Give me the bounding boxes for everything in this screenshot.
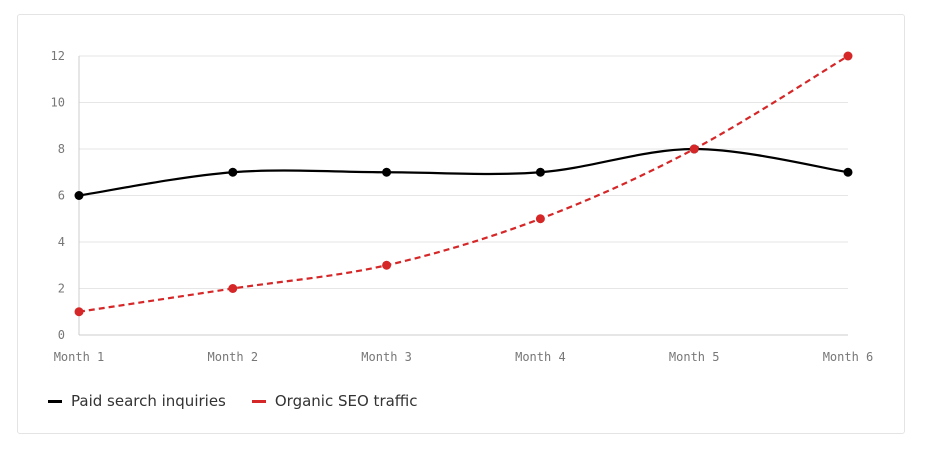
y-tick-label: 4 bbox=[58, 235, 65, 249]
x-tick-label: Month 6 bbox=[823, 350, 874, 364]
data-point[interactable] bbox=[74, 307, 84, 317]
x-tick-label: Month 1 bbox=[54, 350, 105, 364]
y-axis-ticks: 0 2 4 6 8 10 12 bbox=[51, 49, 65, 342]
legend-label-organic-seo: Organic SEO traffic bbox=[274, 392, 418, 410]
series-line-0 bbox=[78, 147, 849, 197]
y-tick-label: 12 bbox=[51, 49, 65, 63]
data-point[interactable] bbox=[382, 167, 392, 177]
legend-item-organic-seo[interactable]: Organic SEO traffic bbox=[251, 392, 418, 410]
data-point[interactable] bbox=[382, 260, 392, 270]
series-lines bbox=[78, 55, 849, 313]
data-point[interactable] bbox=[228, 284, 238, 293]
legend: Paid search inquiries Organic SEO traffi… bbox=[48, 392, 418, 410]
series-points bbox=[74, 51, 853, 317]
data-point[interactable] bbox=[843, 167, 853, 177]
x-tick-label: Month 4 bbox=[515, 350, 566, 364]
legend-swatch-organic-seo bbox=[251, 399, 266, 403]
legend-item-paid-search[interactable]: Paid search inquiries bbox=[48, 392, 226, 410]
x-axis-ticks: Month 1 Month 2 Month 3 Month 4 Month 5 Month… bbox=[54, 350, 874, 364]
chart-card bbox=[17, 14, 905, 434]
x-tick-label: Month 3 bbox=[361, 350, 412, 364]
gridlines bbox=[78, 55, 848, 336]
data-point[interactable] bbox=[535, 214, 545, 224]
data-point[interactable] bbox=[228, 167, 238, 177]
data-point[interactable] bbox=[843, 51, 853, 61]
data-point[interactable] bbox=[689, 144, 699, 154]
series-line-1 bbox=[78, 55, 849, 313]
y-tick-label: 6 bbox=[58, 189, 65, 203]
y-tick-label: 0 bbox=[58, 328, 65, 342]
y-tick-label: 8 bbox=[58, 142, 65, 156]
x-tick-label: Month 5 bbox=[669, 350, 720, 364]
y-tick-label: 2 bbox=[58, 282, 65, 296]
data-point[interactable] bbox=[74, 191, 84, 200]
data-point[interactable] bbox=[535, 167, 545, 177]
x-tick-label: Month 2 bbox=[208, 350, 259, 364]
legend-swatch-paid-search bbox=[48, 399, 62, 403]
legend-label-paid-search: Paid search inquiries bbox=[71, 392, 226, 410]
y-tick-label: 10 bbox=[51, 96, 65, 110]
